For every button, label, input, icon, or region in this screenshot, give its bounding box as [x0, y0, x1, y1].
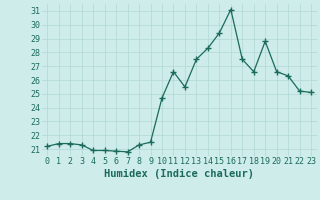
X-axis label: Humidex (Indice chaleur): Humidex (Indice chaleur): [104, 169, 254, 179]
